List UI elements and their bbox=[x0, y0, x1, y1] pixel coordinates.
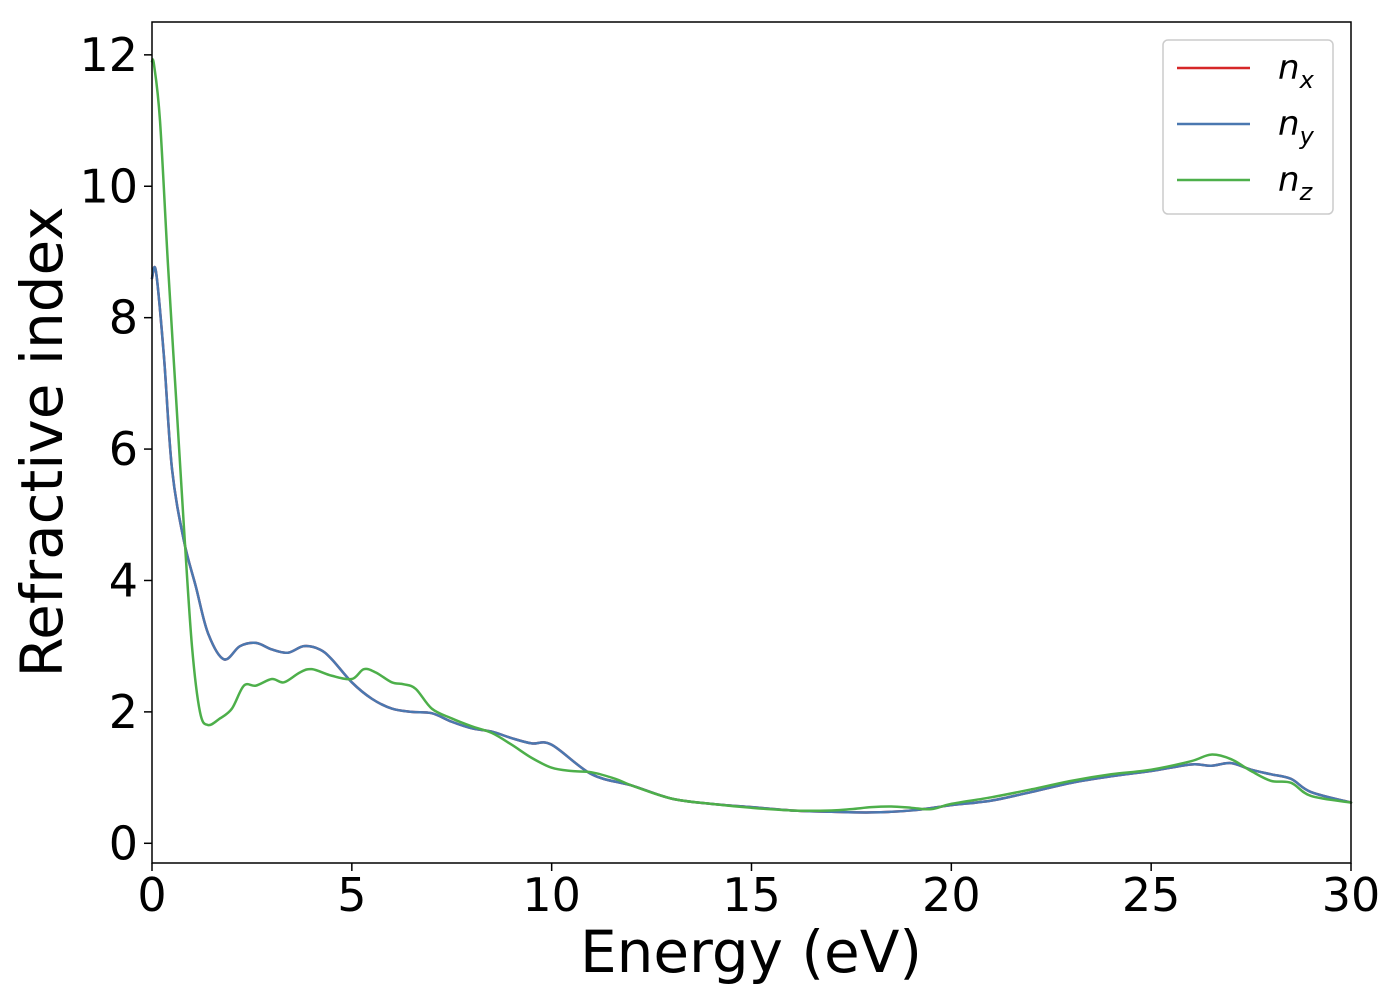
x-axis-ticks: 0 5 10 15 20 25 30 bbox=[137, 863, 1380, 922]
y-tick-label: 6 bbox=[109, 422, 138, 476]
plot-area-background bbox=[152, 22, 1351, 863]
y-tick-label: 2 bbox=[109, 685, 138, 739]
legend-label-ny: ny bbox=[1278, 104, 1315, 150]
x-axis-title: Energy (eV) bbox=[580, 918, 922, 986]
series-line-nz bbox=[150, 58, 1353, 812]
y-axis-ticks: 0 2 4 6 8 10 12 bbox=[79, 28, 152, 870]
x-tick-label: 20 bbox=[922, 868, 981, 922]
legend: nx ny nz bbox=[1162, 39, 1334, 215]
y-tick-label: 0 bbox=[109, 816, 138, 870]
x-tick-label: 5 bbox=[337, 868, 366, 922]
legend-label-nx: nx bbox=[1278, 48, 1315, 94]
y-tick-label: 8 bbox=[109, 291, 138, 345]
y-tick-label: 4 bbox=[109, 553, 138, 607]
series-layer bbox=[150, 58, 1353, 814]
legend-box bbox=[1162, 39, 1334, 215]
y-axis-title: Refractive index bbox=[8, 206, 76, 677]
y-tick-label: 10 bbox=[79, 159, 138, 213]
x-tick-label: 25 bbox=[1122, 868, 1181, 922]
legend-label-nz: nz bbox=[1278, 160, 1314, 206]
x-tick-label: 15 bbox=[722, 868, 781, 922]
x-tick-label: 10 bbox=[522, 868, 581, 922]
y-tick-label: 12 bbox=[79, 28, 138, 82]
series-line-ny bbox=[150, 265, 1353, 814]
x-tick-label: 0 bbox=[137, 868, 166, 922]
x-tick-label: 30 bbox=[1322, 868, 1381, 922]
